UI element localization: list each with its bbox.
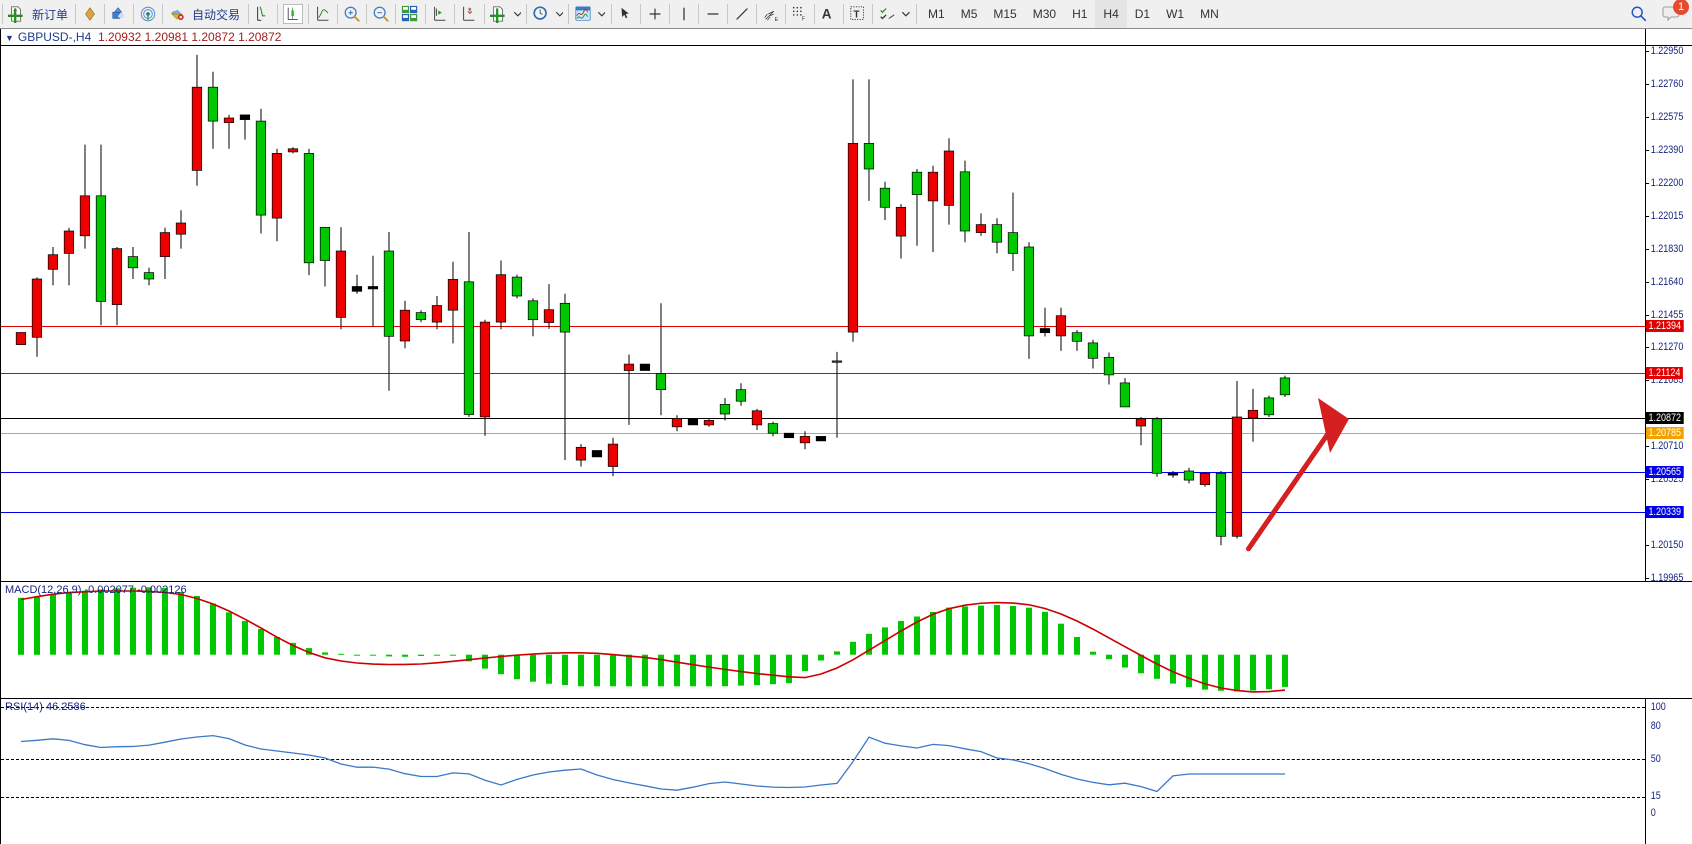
svg-text:E: E [775, 17, 779, 23]
svg-text:F: F [802, 16, 806, 22]
svg-text:A: A [822, 7, 832, 22]
svg-text:T: T [854, 10, 860, 21]
